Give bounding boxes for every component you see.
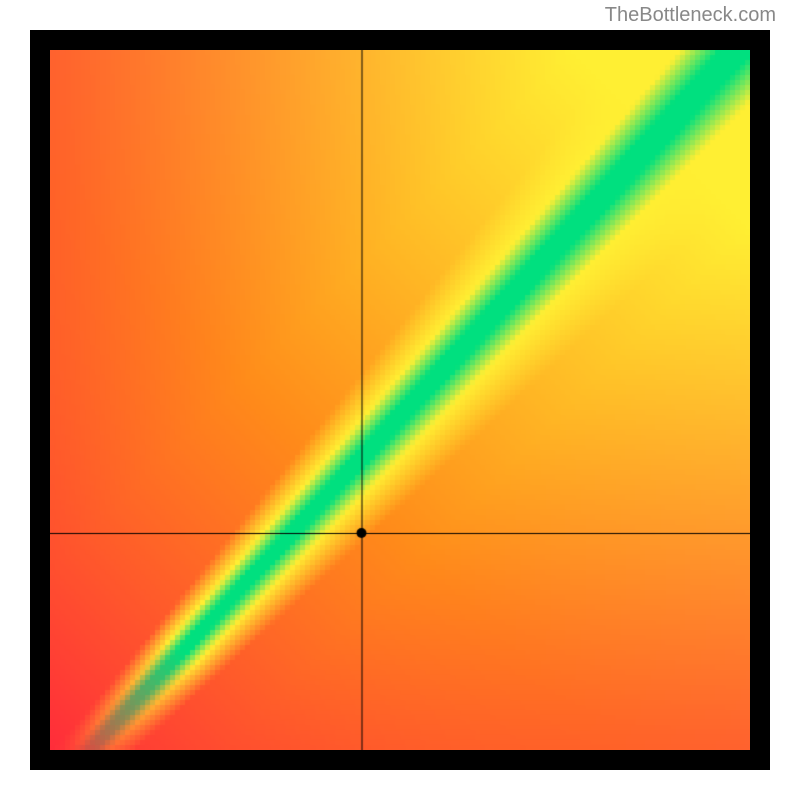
crosshair-overlay xyxy=(50,50,750,750)
chart-container: TheBottleneck.com xyxy=(0,0,800,800)
watermark-text: TheBottleneck.com xyxy=(605,4,776,27)
